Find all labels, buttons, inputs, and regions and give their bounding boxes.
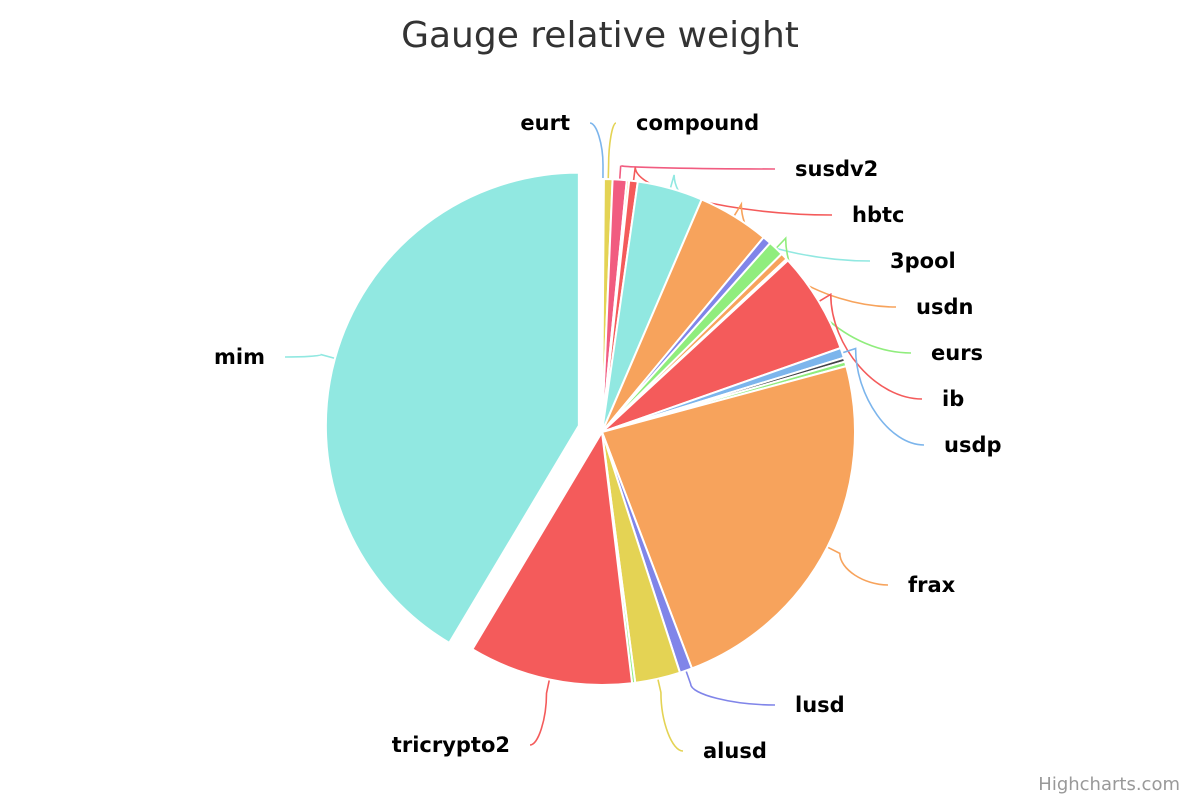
connector-compound (607, 122, 617, 180)
slice-label-lusd: lusd (795, 693, 845, 717)
slice-label-susdv2: susdv2 (795, 157, 878, 181)
slice-label-eurs: eurs (931, 341, 983, 365)
slice-label-hbtc: hbtc (852, 203, 904, 227)
connector-alusd (657, 678, 684, 752)
connector-tricrypto2 (529, 679, 551, 746)
slice-group (324, 171, 856, 686)
connector-frax (826, 546, 889, 586)
slice-label-compound: compound (636, 111, 759, 135)
slice-label-alusd: alusd (703, 739, 767, 763)
slice-label-eurt: eurt (520, 111, 570, 135)
slice-label-frax: frax (908, 573, 956, 597)
pie-slice-tricrypto2[interactable] (470, 428, 634, 686)
slice-label-ib: ib (942, 387, 964, 411)
connector-ib (818, 292, 923, 400)
slice-label-mim: mim (214, 345, 265, 369)
connector-lusd (685, 670, 776, 706)
pie-slice-frax[interactable] (600, 364, 856, 670)
chart-title: Gauge relative weight (401, 15, 799, 56)
connector-usdp (842, 347, 925, 446)
slice-label-tricrypto2: tricrypto2 (392, 733, 510, 757)
connector-susdv2 (618, 164, 776, 180)
connector-eurt (589, 122, 604, 180)
label-group: eurt compound susdv2 hbtc 3pool usdn eurs ib usd… (214, 111, 1001, 763)
slice-label-usdn: usdn (916, 295, 973, 319)
connector-mim (284, 353, 336, 360)
slice-label-3pool: 3pool (890, 249, 956, 273)
credits-link[interactable]: Highcharts.com (1038, 774, 1180, 795)
pie-slice-mim[interactable] (324, 171, 580, 645)
slice-label-usdp: usdp (944, 433, 1002, 457)
